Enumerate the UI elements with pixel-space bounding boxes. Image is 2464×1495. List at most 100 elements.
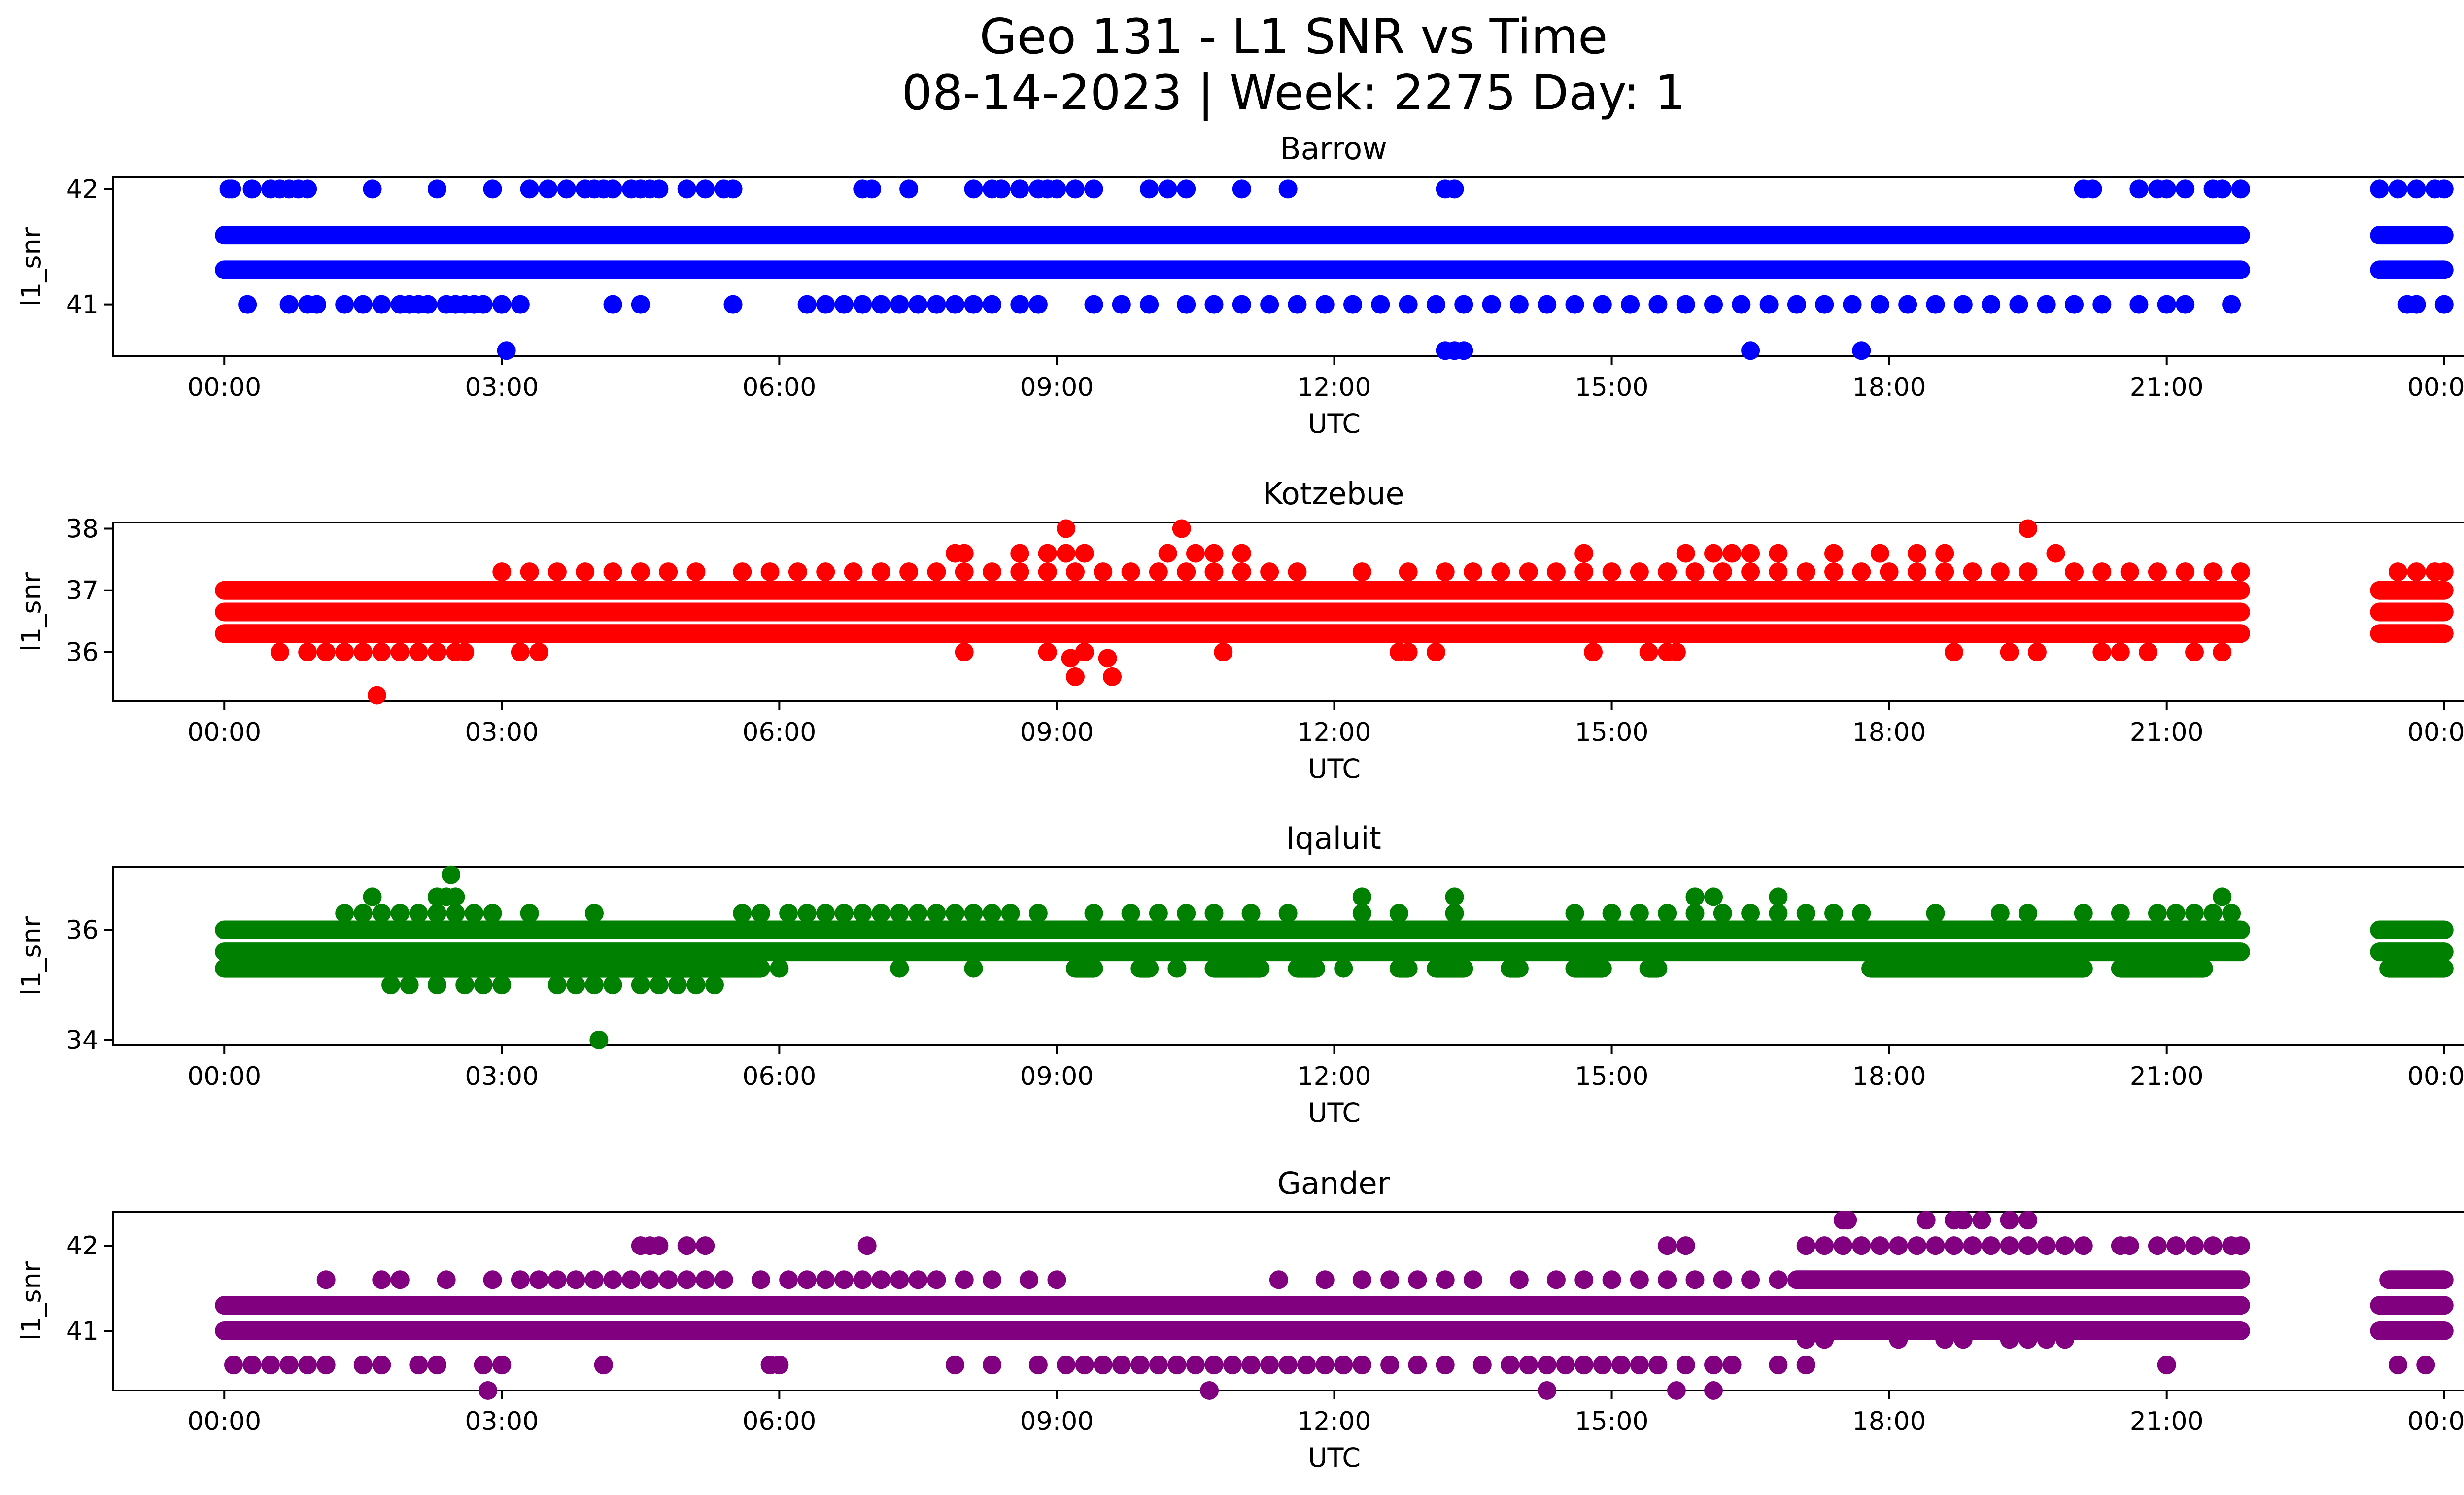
data-point-iqaluit (603, 975, 622, 995)
data-point-gander (696, 1270, 715, 1289)
data-point-kotzebue (788, 562, 807, 582)
data-point-kotzebue (2139, 642, 2158, 661)
data-point-iqaluit (353, 904, 373, 923)
x-tick-label-gander: 18:00 (1852, 1407, 1926, 1436)
data-point-kotzebue (1574, 562, 1594, 582)
data-point-iqaluit (584, 904, 604, 923)
data-point-iqaluit (2148, 904, 2167, 923)
data-point-iqaluit (455, 975, 475, 995)
data-point-gander (372, 1356, 391, 1375)
data-point-gander (1538, 1356, 1557, 1375)
data-point-kotzebue (1038, 562, 1057, 582)
data-point-barrow (1112, 295, 1131, 314)
data-point-iqaluit (1658, 904, 1677, 923)
data-point-kotzebue (2092, 562, 2112, 582)
data-point-barrow (2407, 295, 2426, 314)
data-point-gander (1704, 1381, 1723, 1400)
data-point-gander (479, 1381, 498, 1400)
data-point-kotzebue (2000, 642, 2019, 661)
data-point-gander (770, 1356, 789, 1375)
data-point-gander (1167, 1356, 1187, 1375)
data-point-kotzebue (955, 562, 974, 582)
data-point-kotzebue (1204, 544, 1224, 563)
x-tick-label-gander: 21:00 (2130, 1407, 2204, 1436)
data-point-gander (1223, 1356, 1242, 1375)
data-point-barrow (1621, 295, 1640, 314)
data-point-gander (1112, 1356, 1131, 1375)
data-point-barrow (723, 179, 743, 199)
data-point-iqaluit (650, 975, 669, 995)
x-tick-label-kotzebue: 00:00 (2407, 718, 2464, 747)
x-tick-label-barrow: 00:00 (2407, 373, 2464, 402)
data-point-barrow (1158, 179, 1177, 199)
data-point-barrow (1288, 295, 1307, 314)
y-tick-label-iqaluit: 36 (66, 915, 99, 945)
data-point-gander (677, 1270, 696, 1289)
data-point-gander (1815, 1330, 1834, 1349)
data-point-kotzebue (1852, 562, 1871, 582)
data-point-gander (1945, 1236, 1964, 1255)
data-point-gander (1676, 1356, 1695, 1375)
x-tick-label-iqaluit: 21:00 (2130, 1062, 2204, 1091)
data-point-kotzebue (1065, 667, 1085, 686)
x-tick-label-kotzebue: 15:00 (1575, 718, 1649, 747)
data-point-kotzebue (455, 642, 475, 661)
data-point-gander (816, 1270, 835, 1289)
x-tick-label-barrow: 09:00 (1020, 373, 1094, 402)
data-point-barrow (1565, 295, 1584, 314)
data-point-gander (483, 1270, 502, 1289)
data-point-iqaluit (983, 904, 1002, 923)
data-point-barrow (1315, 295, 1335, 314)
data-point-iqaluit (1602, 904, 1621, 923)
data-point-kotzebue (1907, 544, 1926, 563)
x-tick-label-kotzebue: 12:00 (1298, 718, 1371, 747)
data-point-gander (622, 1270, 641, 1289)
data-point-gander (797, 1270, 817, 1289)
data-point-barrow (1759, 295, 1779, 314)
data-point-kotzebue (2407, 562, 2426, 582)
panel-title-barrow: Barrow (1280, 131, 1387, 167)
data-point-iqaluit (372, 904, 391, 923)
data-point-gander (1926, 1236, 1945, 1255)
data-point-gander (1685, 1270, 1705, 1289)
data-point-kotzebue (1204, 562, 1224, 582)
data-point-barrow (279, 295, 299, 314)
data-point-iqaluit (492, 975, 512, 995)
data-point-kotzebue (603, 562, 622, 582)
data-point-kotzebue (492, 562, 512, 582)
data-point-gander (1630, 1270, 1649, 1289)
data-point-gander (2120, 1236, 2139, 1255)
data-point-gander (1741, 1270, 1760, 1289)
data-point-iqaluit (1084, 904, 1103, 923)
data-point-kotzebue (511, 642, 530, 661)
data-point-kotzebue (844, 562, 863, 582)
data-point-iqaluit (1177, 904, 1196, 923)
data-point-barrow (1953, 295, 1973, 314)
data-point-iqaluit (686, 975, 706, 995)
data-point-iqaluit (2111, 904, 2130, 923)
panel-kotzebue: Kotzebue 36 37 38 00:00 03:00 06:00 09:00 12:00… (16, 476, 2464, 784)
data-point-barrow (1445, 179, 1464, 199)
data-point-barrow (2388, 179, 2407, 199)
data-point-kotzebue (2019, 519, 2038, 538)
data-point-barrow (1140, 295, 1159, 314)
data-point-kotzebue (2434, 562, 2454, 582)
data-point-barrow (2176, 179, 2195, 199)
x-tick-label-iqaluit: 12:00 (1298, 1062, 1371, 1091)
figure-title-line-2: 08-14-2023 | Week: 2275 Day: 1 (902, 65, 1686, 121)
panel-barrow: Barrow 41 42 00:00 03:00 06:00 09:00 12:00 15:0… (16, 131, 2464, 439)
data-point-kotzebue (1935, 544, 1954, 563)
data-point-iqaluit (631, 975, 650, 995)
data-point-barrow (539, 179, 558, 199)
data-point-kotzebue (1658, 562, 1677, 582)
data-point-kotzebue (816, 562, 835, 582)
data-point-iqaluit (446, 904, 465, 923)
data-point-kotzebue (1574, 544, 1594, 563)
data-point-barrow (353, 295, 373, 314)
data-point-barrow (1870, 295, 1889, 314)
data-point-kotzebue (2148, 562, 2167, 582)
data-point-kotzebue (2027, 642, 2047, 661)
data-point-barrow (1084, 179, 1103, 199)
data-point-barrow (2370, 179, 2389, 199)
data-point-kotzebue (760, 562, 780, 582)
